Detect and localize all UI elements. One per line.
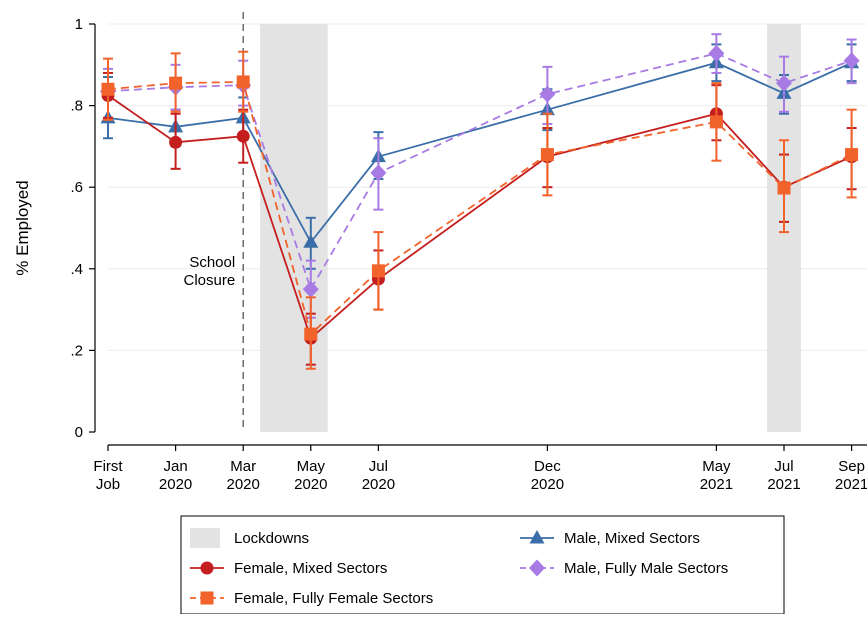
legend-label: Female, Mixed Sectors	[234, 560, 387, 577]
data-point	[539, 85, 556, 103]
data-point	[303, 234, 319, 248]
data-point	[304, 327, 318, 341]
legend-swatch-marker	[529, 530, 545, 544]
x-tick-label-line2: 2020	[294, 476, 327, 493]
legend-box	[180, 515, 785, 615]
y-tick-label: .4	[70, 261, 83, 278]
lockdown-band	[260, 24, 328, 432]
x-tick-label-line2: 2020	[227, 476, 260, 493]
legend-item: Male, Fully Male Sectors	[520, 559, 728, 577]
axes: 0.2.4.6.81FirstJobJan2020Mar2020May2020J…	[70, 16, 867, 493]
x-tick-label-line2: Job	[96, 476, 120, 493]
x-tick-label-line2: 2021	[767, 476, 800, 493]
data-point	[169, 135, 183, 149]
x-tick-label-line1: Dec	[534, 458, 561, 475]
data-point	[709, 115, 723, 129]
x-tick-label-line1: Mar	[230, 458, 256, 475]
series-line	[107, 61, 852, 244]
x-tick-label-line2: 2021	[700, 476, 733, 493]
data-point	[169, 76, 183, 90]
data-point	[777, 181, 791, 195]
x-tick-label-line1: Sep	[838, 458, 865, 475]
school-closure-marker: School Closure	[184, 12, 244, 432]
y-tick-label: 1	[75, 16, 83, 33]
y-axis-label: % Employed	[13, 180, 32, 275]
y-tick-label: .6	[70, 179, 83, 196]
data-point	[236, 75, 250, 89]
gridlines	[108, 23, 867, 351]
data-point	[540, 148, 554, 162]
legend-item: Lockdowns	[190, 528, 309, 548]
data-point	[370, 164, 387, 182]
legend-swatch-marker	[200, 561, 214, 575]
x-tick-label-line2: 2020	[159, 476, 192, 493]
legend-item: Female, Fully Female Sectors	[190, 590, 433, 607]
legend-item: Male, Mixed Sectors	[520, 530, 700, 547]
x-tick-label-line1: May	[297, 458, 326, 475]
legend-swatch-marker	[200, 591, 214, 605]
x-tick-label-line1: First	[93, 458, 123, 475]
legend-swatch-band	[190, 528, 220, 548]
x-tick-label-line1: Jul	[774, 458, 793, 475]
x-tick-label-line1: May	[702, 458, 731, 475]
data-point	[708, 44, 725, 62]
series-female-fully-female-sectors	[101, 50, 859, 370]
legend-swatch-marker	[529, 559, 545, 577]
series-female-mixed-sectors	[101, 71, 859, 366]
x-tick-label-line2: 2020	[362, 476, 395, 493]
data-point	[236, 129, 250, 143]
legend: Lockdowns Male, Mixed Sectors Female, Mixe…	[180, 515, 785, 615]
x-tick-label-line1: Jul	[369, 458, 388, 475]
series-male-mixed-sectors	[100, 43, 860, 270]
legend-item: Female, Mixed Sectors	[190, 560, 387, 577]
data-point	[302, 280, 319, 298]
y-tick-label: .8	[70, 98, 83, 115]
legend-label: Female, Fully Female Sectors	[234, 590, 433, 607]
data-point	[371, 264, 385, 278]
legend-label: Lockdowns	[234, 530, 309, 547]
legend-label: Male, Mixed Sectors	[564, 530, 700, 547]
series-line	[107, 81, 852, 336]
y-tick-label: .2	[70, 342, 83, 359]
data-point	[845, 148, 859, 162]
legend-label: Male, Fully Male Sectors	[564, 560, 728, 577]
lockdown-bands	[260, 24, 801, 432]
x-tick-label-line1: Jan	[164, 458, 188, 475]
y-tick-label: 0	[75, 424, 83, 441]
data-point	[843, 52, 860, 70]
data-point	[101, 82, 115, 96]
x-tick-label-line2: 2020	[531, 476, 564, 493]
series-layer	[100, 33, 860, 370]
x-tick-label-line2: 2021	[835, 476, 867, 493]
school-closure-label-line2: Closure	[184, 272, 236, 289]
school-closure-label-line1: School	[189, 254, 235, 271]
series-line	[107, 94, 852, 340]
data-point	[776, 74, 792, 92]
